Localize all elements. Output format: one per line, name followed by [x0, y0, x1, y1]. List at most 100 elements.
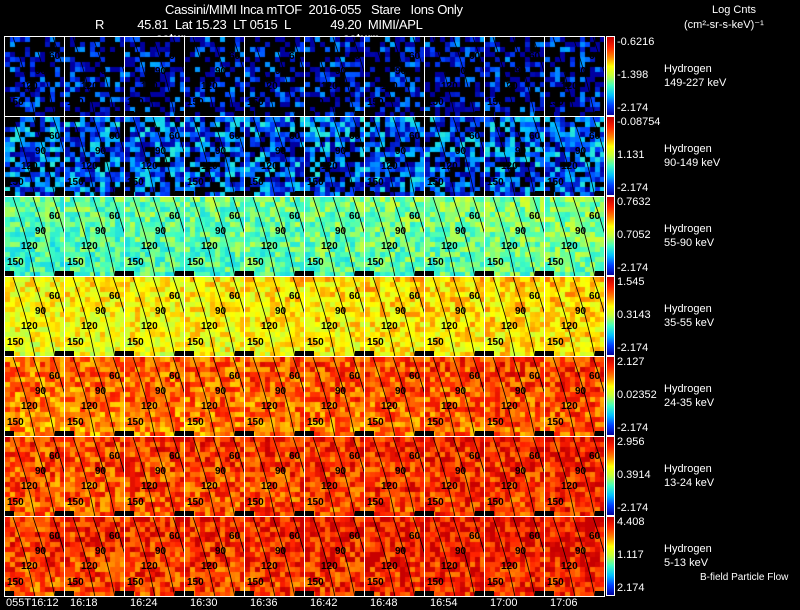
contour-line	[172, 197, 184, 234]
panel-corner-mask	[485, 351, 494, 356]
contour-label: 60	[49, 211, 61, 222]
image-panel: 60 90 120 150	[364, 36, 424, 116]
panel-corner-mask	[425, 191, 434, 196]
colorbar-min-value: -2.174	[617, 502, 649, 514]
panel-corner-mask	[235, 271, 244, 276]
contour-label: 150	[367, 257, 384, 268]
contour-label: 150	[67, 337, 84, 348]
contour-label: 150	[367, 337, 384, 348]
contour-line	[452, 277, 476, 356]
contour-label: 120	[561, 241, 578, 252]
heatmap-image	[365, 277, 424, 356]
time-tick-label: 055T16:12	[6, 597, 59, 609]
panel-corner-mask	[115, 271, 124, 276]
contour-line	[352, 197, 364, 234]
colorbar	[606, 196, 615, 276]
contour-line	[132, 517, 156, 596]
contour-label: 150	[187, 497, 204, 508]
contour-label: 120	[561, 481, 578, 492]
panel-corner-mask	[365, 111, 374, 116]
contour-label: 150	[547, 177, 564, 188]
contour-line	[252, 37, 276, 116]
contour-label: 150	[247, 257, 264, 268]
contour-label: 60	[289, 531, 301, 542]
time-tick-label: 16:24	[130, 597, 158, 609]
panel-corner-mask	[125, 511, 134, 516]
contour-label: 90	[515, 306, 527, 317]
panel-corner-mask	[595, 431, 604, 436]
contour-label: 120	[561, 81, 578, 92]
contour-line	[432, 197, 456, 276]
image-panel: 60 90 120 150	[424, 356, 484, 436]
contour-line	[452, 197, 476, 276]
heatmap-image	[365, 517, 424, 596]
contour-line	[232, 197, 244, 234]
contour-label: 90	[215, 66, 227, 77]
contour-label: 150	[247, 177, 264, 188]
contour-label: 120	[201, 241, 218, 252]
heatmap-image	[5, 517, 64, 596]
contour-label: 150	[67, 417, 84, 428]
panel-corner-mask	[415, 271, 424, 276]
contour-label: 90	[335, 466, 347, 477]
heatmap-image	[365, 357, 424, 436]
contour-label: 90	[215, 546, 227, 557]
contour-line	[172, 517, 184, 554]
contour-label: 90	[455, 306, 467, 317]
panel-corner-mask	[595, 191, 604, 196]
plot-title: Cassini/MIMI Inca mTOF 2016-055 Stare Io…	[165, 2, 463, 17]
contour-label: 120	[261, 481, 278, 492]
species-label: Hydrogen	[664, 223, 712, 235]
panel-corner-mask	[5, 271, 14, 276]
contour-line	[172, 357, 184, 394]
panel-corner-mask	[125, 271, 134, 276]
contour-line	[512, 117, 536, 196]
heatmap-image	[125, 37, 184, 116]
contour-line	[332, 197, 356, 276]
contour-label: 120	[21, 401, 38, 412]
heatmap-image	[485, 197, 544, 276]
contour-line	[492, 117, 516, 196]
contour-line	[272, 277, 296, 356]
colorbar	[606, 436, 615, 516]
image-panel: 60 90 120 150	[484, 436, 544, 516]
image-panel: 60 90 120 150	[4, 276, 64, 356]
image-panel: 60 90 120 150	[544, 196, 604, 276]
contour-label: 150	[7, 577, 24, 588]
contour-label: 90	[335, 226, 347, 237]
contour-label: 90	[95, 546, 107, 557]
contour-line	[52, 117, 64, 154]
image-panel: 60 90 120 150	[244, 196, 304, 276]
contour-line	[412, 197, 424, 234]
contour-line	[192, 117, 216, 196]
panel-corner-mask	[5, 351, 14, 356]
contour-line	[12, 437, 36, 516]
contour-label: 90	[215, 146, 227, 157]
contour-line	[372, 517, 396, 596]
colorbar-min-value: 2.174	[617, 582, 645, 594]
heatmap-image	[125, 437, 184, 516]
contour-label: 120	[441, 321, 458, 332]
contour-line	[152, 197, 176, 276]
contour-label: 150	[127, 337, 144, 348]
panel-corner-mask	[235, 511, 244, 516]
contour-line	[592, 37, 604, 74]
contour-line	[472, 437, 484, 474]
image-panel: 60 90 120 150	[244, 436, 304, 516]
panel-corner-mask	[305, 591, 314, 596]
contour-label: 60	[349, 371, 361, 382]
contour-label: 90	[335, 66, 347, 77]
image-panel: 60 90 120 150	[124, 436, 184, 516]
contour-line	[152, 117, 176, 196]
